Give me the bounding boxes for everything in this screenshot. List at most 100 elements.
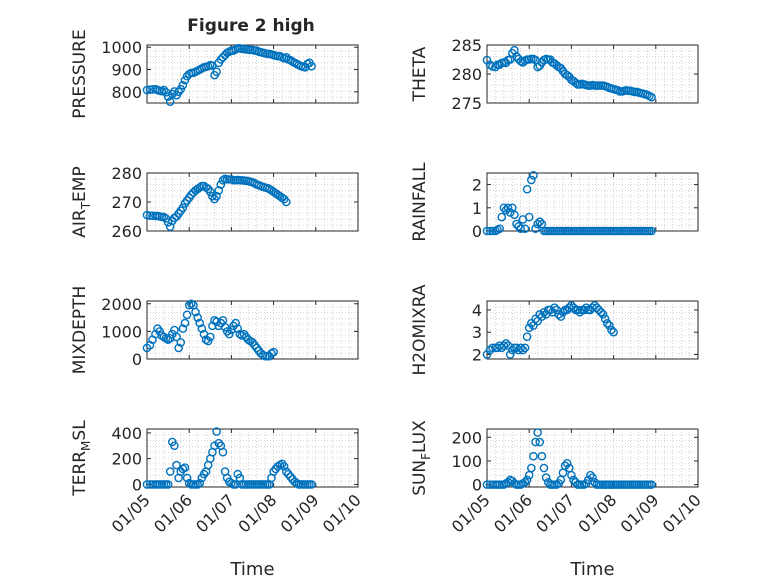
x-tick-label: 01/08 [574,490,620,536]
data-point [569,303,578,312]
x-tick-label: 01/05 [108,490,154,536]
data-point [180,318,190,328]
data-point [567,301,576,310]
data-point [562,70,572,80]
subplot-rainfall: 0 1 2 RAINFALL [410,162,699,242]
x-tick-label: 01/05 [448,490,494,536]
x-tick-label: 01/07 [192,490,238,536]
x-tick-label: 01/10 [659,490,705,536]
data-point [518,345,528,355]
data-point [178,80,188,90]
data-point [224,329,234,339]
data-point [184,300,194,310]
data-point [199,469,209,479]
y-tick-label: 275 [451,94,482,113]
data-point [495,224,504,233]
data-point [560,461,570,470]
data-point [182,473,192,483]
data-point [214,186,224,195]
data-point [237,331,247,340]
data-point [573,305,583,315]
data-point [193,313,202,322]
data-point [482,226,492,236]
data-point [233,324,243,333]
data-point [512,219,521,229]
data-point [172,460,181,470]
data-point [281,197,291,207]
data-point [533,428,542,437]
data-point [269,347,278,357]
data-point [499,341,509,350]
data-point [176,338,186,347]
data-point [531,224,540,233]
data-point [159,85,169,95]
data-point [508,345,517,355]
y-tick-label: 260 [111,222,142,241]
data-point [607,325,616,335]
data-point [163,335,173,344]
y-tick-label: 280 [111,164,142,183]
data-point [279,462,289,471]
data-point [503,203,513,213]
data-point [243,335,253,344]
data-point [529,451,538,461]
data-point [556,312,566,321]
data-point [161,333,171,343]
data-point [510,210,519,220]
data-point [163,480,173,489]
data-point [527,175,536,185]
y-tick-label: 800 [111,83,142,102]
y-tick-label: 1000 [101,38,142,57]
data-point [567,470,576,480]
data-point [596,307,606,317]
y-tick-label: 2 [472,176,482,195]
data-point [647,226,656,236]
axes-box [486,428,699,488]
y-tick-label: 2 [472,346,482,365]
y-tick-label: 285 [451,36,482,55]
data-point [524,323,534,333]
data-point [170,441,179,451]
data-point [522,184,532,194]
data-point [178,324,188,333]
data-point [267,349,276,358]
data-point [647,92,656,102]
data-point [201,335,211,344]
y-tick-label: 2000 [101,295,142,314]
axes-box [486,300,699,360]
data-point [210,441,219,451]
y-tick-label: 0 [472,476,482,495]
data-point [182,310,192,320]
y-axis-label: THETA [410,46,430,102]
data-point [212,427,221,436]
subplot-air: 260 270 280 AIRTEMP [70,164,359,241]
data-point [520,477,530,487]
data-point [541,473,551,482]
y-tick-label: 0 [472,222,482,241]
data-point [482,480,492,489]
data-point [546,305,555,315]
subplot-h2omixra: 2 3 4 H2OMIXRA [410,284,699,376]
data-point [550,303,559,312]
data-point [520,343,530,353]
data-point [155,327,164,336]
data-point [163,92,173,102]
data-point [501,339,511,348]
data-point [180,463,190,472]
data-point [165,467,175,476]
data-point [165,222,175,231]
data-point [594,305,604,315]
data-point [284,469,293,479]
y-tick-label: 1000 [101,322,142,341]
x-tick-label: 01/09 [617,490,663,536]
y-tick-label: 270 [111,193,142,212]
y-tick-label: 0 [132,350,142,369]
data-point [178,203,188,213]
subplot-pressure: 800 900 1000 PRESSURE [70,29,359,119]
axes-box [146,300,359,360]
data-point [586,470,595,480]
data-point [231,480,240,489]
data-point [579,305,589,315]
y-tick-label: 3 [472,323,482,342]
